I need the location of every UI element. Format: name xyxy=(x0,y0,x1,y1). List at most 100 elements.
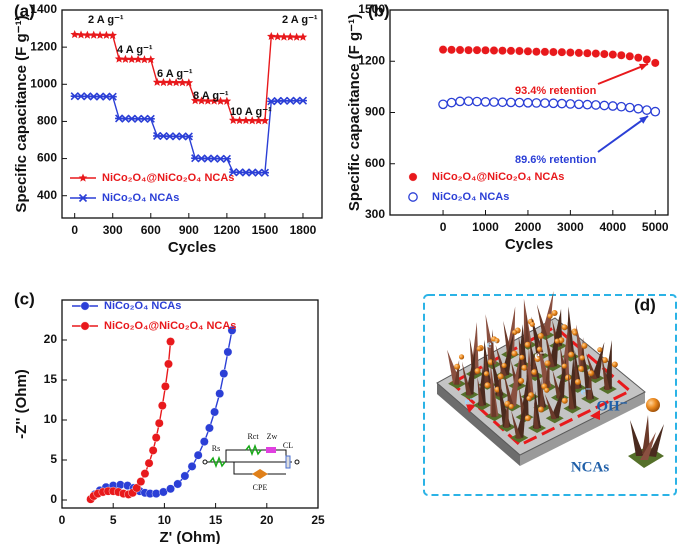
x-tick-label: 5000 xyxy=(642,220,669,234)
marker xyxy=(222,96,232,105)
legend-label: NiCo₂O₄ NCAs xyxy=(432,191,509,203)
ion xyxy=(561,397,568,404)
marker xyxy=(151,489,161,498)
ion xyxy=(524,415,531,422)
ion xyxy=(512,329,518,336)
x-tick-label: 0 xyxy=(71,223,78,237)
ion xyxy=(597,347,603,353)
ion xyxy=(561,363,568,369)
ion xyxy=(508,403,514,410)
electron-label: e⁻ xyxy=(465,396,476,408)
cone xyxy=(567,321,573,358)
terminal xyxy=(294,459,300,465)
cone xyxy=(491,379,497,418)
marker xyxy=(506,46,516,56)
marker xyxy=(438,45,448,55)
legend-label: NiCo₂O₄@NiCo₂O₄ NCAs xyxy=(432,171,564,183)
marker xyxy=(531,98,542,108)
x-tick-label: 15 xyxy=(209,513,223,527)
marker xyxy=(216,96,225,105)
marker xyxy=(514,97,525,108)
marker xyxy=(144,458,154,468)
marker xyxy=(532,47,541,57)
marker xyxy=(607,101,618,111)
marker xyxy=(463,96,474,107)
panel-label: (a) xyxy=(14,1,35,20)
marker xyxy=(506,97,516,108)
marker xyxy=(292,32,301,41)
cone xyxy=(469,337,477,375)
y-axis-title: Specific capacitance (F g⁻¹) xyxy=(13,15,30,212)
marker xyxy=(548,98,559,109)
marker xyxy=(515,46,524,56)
marker xyxy=(146,55,156,64)
terminal xyxy=(202,459,208,465)
legend-marker xyxy=(80,321,90,331)
ion xyxy=(551,309,558,316)
cpe xyxy=(252,469,268,479)
ion xyxy=(529,321,535,327)
marker xyxy=(650,58,660,68)
legend-marker xyxy=(408,192,418,202)
marker xyxy=(193,450,203,460)
ion xyxy=(554,338,560,344)
marker xyxy=(540,98,550,108)
marker xyxy=(199,437,209,446)
circuit-label: CPE xyxy=(253,483,268,492)
ion xyxy=(484,382,491,389)
cone xyxy=(544,329,555,368)
ion xyxy=(579,355,585,361)
ion xyxy=(524,341,531,348)
marker xyxy=(574,99,584,110)
marker xyxy=(114,54,124,63)
marker xyxy=(438,99,448,110)
y-tick-label: 600 xyxy=(37,151,57,165)
annotation: 93.4% retention xyxy=(515,85,597,97)
platform-side xyxy=(520,392,645,466)
x-tick-label: 20 xyxy=(260,513,274,527)
circuit-label: CL xyxy=(283,441,293,450)
cone xyxy=(489,329,495,366)
marker xyxy=(159,77,168,87)
arrow-head xyxy=(590,410,600,420)
marker xyxy=(241,116,251,125)
cone xyxy=(601,354,610,390)
marker xyxy=(166,484,175,494)
marker xyxy=(642,55,652,64)
marker xyxy=(70,30,79,39)
cone xyxy=(495,344,507,376)
arrow-head xyxy=(466,404,476,413)
y-tick-label: 5 xyxy=(50,452,57,466)
y-tick-label: 400 xyxy=(37,188,57,202)
marker xyxy=(472,96,482,107)
marker xyxy=(102,30,111,39)
marker xyxy=(455,45,465,55)
marker xyxy=(219,369,229,378)
marker xyxy=(184,132,193,141)
resistor xyxy=(209,455,226,469)
capacitor xyxy=(285,455,291,469)
y-tick-label: 1500 xyxy=(358,2,385,16)
marker xyxy=(481,45,490,55)
plot-frame xyxy=(61,9,323,219)
marker xyxy=(187,461,197,471)
ion xyxy=(521,364,528,371)
x-tick-label: 1800 xyxy=(290,223,317,237)
ion xyxy=(581,342,588,349)
marker xyxy=(95,30,105,39)
ion xyxy=(504,400,511,407)
y-axis-title: -Z'' (Ohm) xyxy=(13,369,30,439)
x-tick-label: 900 xyxy=(179,223,199,237)
marker xyxy=(523,97,533,108)
marker xyxy=(227,325,237,335)
marker xyxy=(540,47,550,57)
marker xyxy=(184,78,194,87)
cone xyxy=(461,361,472,396)
ion xyxy=(476,346,482,352)
marker xyxy=(83,30,92,39)
annotation: 8 A g⁻¹ xyxy=(193,90,229,102)
panel-label: (c) xyxy=(14,289,35,308)
marker xyxy=(260,168,269,177)
x-tick-label: 5 xyxy=(110,513,117,527)
marker xyxy=(523,46,533,56)
